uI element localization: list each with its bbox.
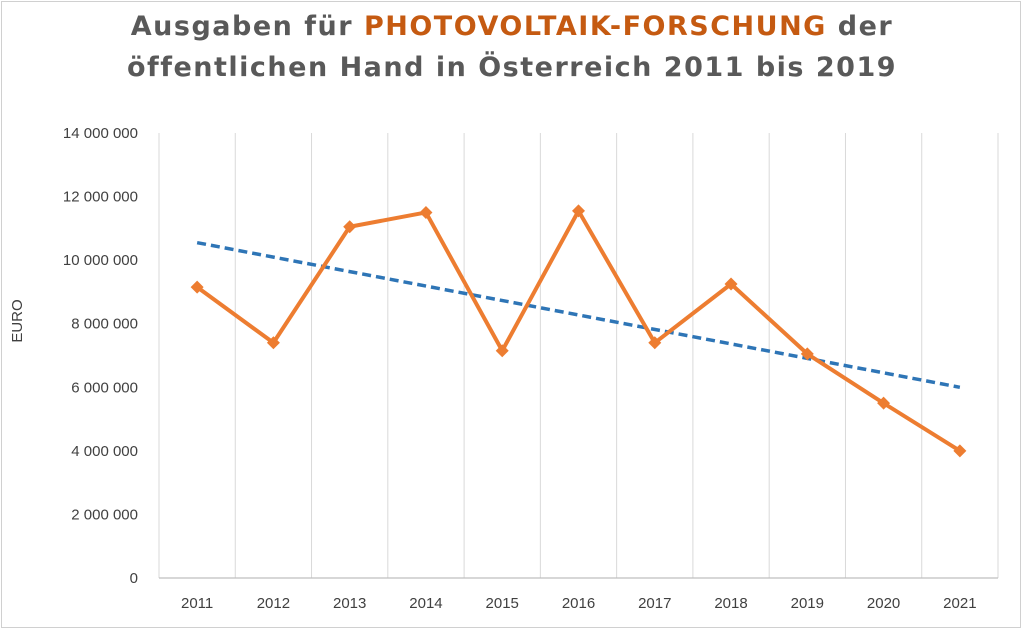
grid-lines <box>158 133 999 578</box>
y-tick-label: 14 000 000 <box>63 125 138 142</box>
x-tick-label: 2015 <box>486 595 519 612</box>
x-tick-label: 2013 <box>333 595 366 612</box>
x-tick-label: 2011 <box>181 595 213 612</box>
x-tick-label: 2016 <box>562 595 595 612</box>
y-tick-label: 10 000 000 <box>63 252 138 269</box>
data-point-marker <box>495 344 509 358</box>
data-point-marker <box>648 336 662 350</box>
data-point-marker <box>572 204 585 218</box>
title-text-part2: der <box>826 11 894 42</box>
y-tick-label: 6 000 000 <box>71 379 138 396</box>
x-tick-label: 2017 <box>638 595 671 612</box>
expenditure-series <box>190 204 967 458</box>
data-point-marker <box>724 277 738 291</box>
y-tick-label: 2 000 000 <box>71 506 138 523</box>
data-point-marker <box>877 396 891 410</box>
data-point-marker <box>419 205 433 219</box>
title-text-part1: Ausgaben für <box>130 11 364 42</box>
x-tick-label: 2018 <box>714 595 747 612</box>
x-axis-ticks: 2011 2012 2013 2014 2015 2016 2017 2018 2019 2020… <box>181 595 977 612</box>
data-point-marker <box>953 444 967 458</box>
x-tick-label: 2012 <box>257 595 290 612</box>
x-tick-label: 2020 <box>867 595 900 612</box>
y-tick-label: 8 000 000 <box>71 316 138 333</box>
y-tick-label: 4 000 000 <box>71 443 138 460</box>
chart-title: Ausgaben für PHOTOVOLTAIK-FORSCHUNG der … <box>0 6 1024 88</box>
y-axis-ticks: 0 2 000 000 4 000 000 6 000 000 8 000 000 10 … <box>63 125 138 587</box>
y-tick-label: 12 000 000 <box>63 189 138 206</box>
data-point-marker <box>190 280 204 294</box>
y-tick-label: 0 <box>130 570 138 587</box>
x-tick-label: 2021 <box>943 595 976 612</box>
data-point-marker <box>343 220 357 234</box>
x-tick-label: 2014 <box>409 595 442 612</box>
data-point-marker <box>800 347 814 361</box>
title-highlight: PHOTOVOLTAIK-FORSCHUNG <box>363 11 827 42</box>
data-point-marker <box>266 336 280 350</box>
x-tick-label: 2019 <box>791 595 824 612</box>
y-axis-label: EURO <box>9 299 26 342</box>
title-line-2: öffentlichen Hand in Österreich 2011 bis… <box>126 52 898 83</box>
